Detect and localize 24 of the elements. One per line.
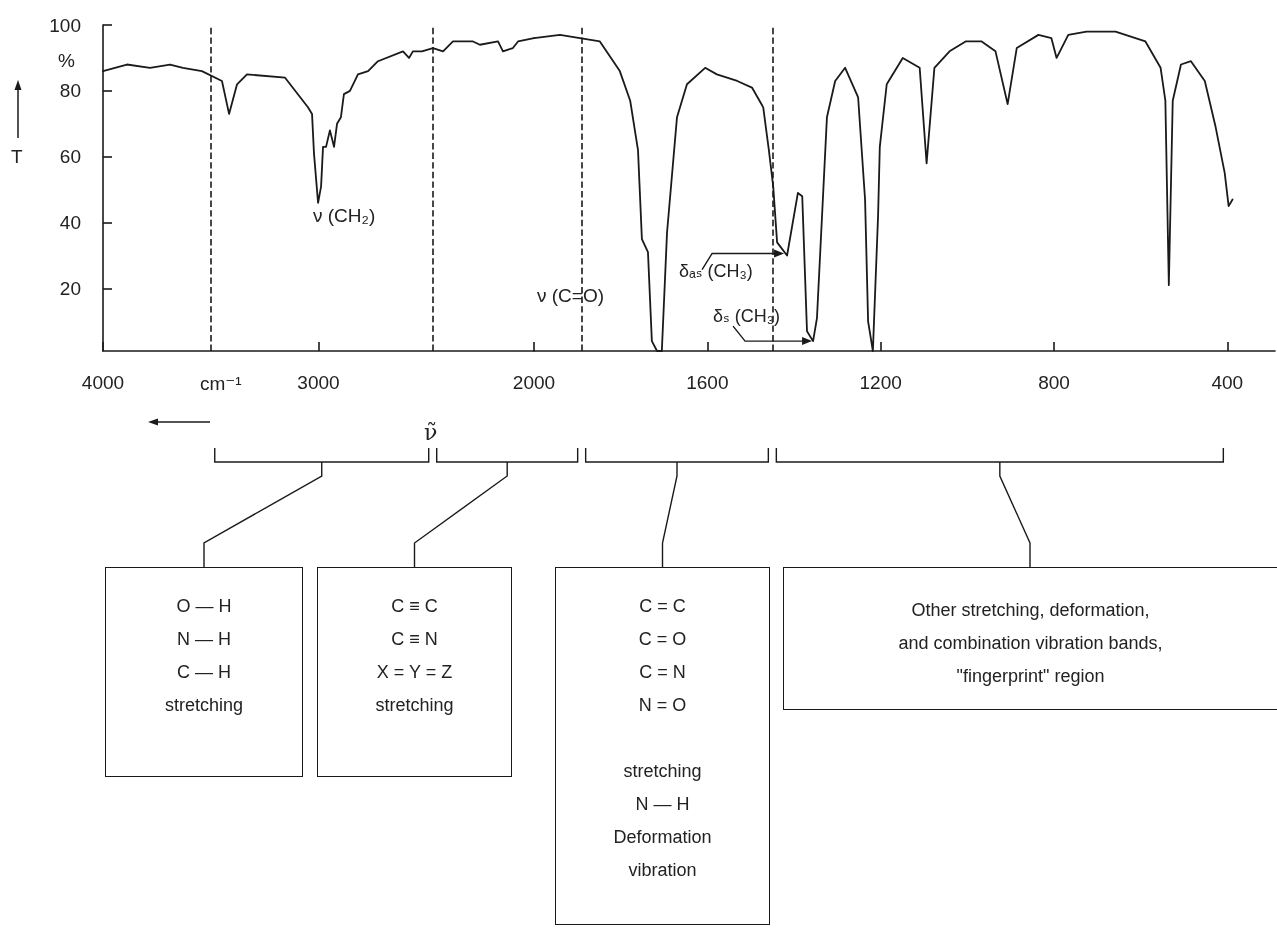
x-tick-label: 4000	[81, 372, 125, 393]
y-tick-label: 100	[49, 14, 81, 36]
annotation: ν (CH₂)	[313, 205, 376, 227]
text-box: C ≡ C C ≡ N X = Y = Z stretching	[317, 567, 512, 777]
y-tick-label: 60	[59, 146, 81, 168]
text: cm⁻¹	[200, 372, 242, 395]
x-tick-label: 400	[1211, 372, 1244, 393]
annotation: δₐₛ (CH₃)	[679, 259, 753, 282]
text-box: O — H N — H C — H stretching	[105, 567, 303, 777]
text: %	[58, 50, 75, 72]
x-tick-label: 800	[1038, 372, 1070, 393]
text-box: C = C C = O C = N N = O stretching N — H Deformation vibration	[555, 567, 770, 925]
text-box: Other stretching, deformation, and combination vibration bands, "fingerprint" region	[783, 567, 1277, 710]
y-tick-label: 80	[59, 80, 81, 102]
y-tick-label: 20	[59, 277, 81, 299]
x-tick-label: 1600	[686, 372, 729, 393]
x-tick-label: 2000	[512, 372, 556, 393]
x-tick-label: 3000	[297, 372, 340, 393]
x-tick-label: 1200	[859, 372, 902, 393]
x-axis-title: ν̃	[424, 420, 438, 445]
y-tick-label: 40	[59, 212, 81, 234]
y-axis-title: T	[11, 146, 23, 168]
annotation: δₛ (CH₃)	[713, 305, 781, 328]
annotation: ν (C=O)	[537, 285, 605, 307]
